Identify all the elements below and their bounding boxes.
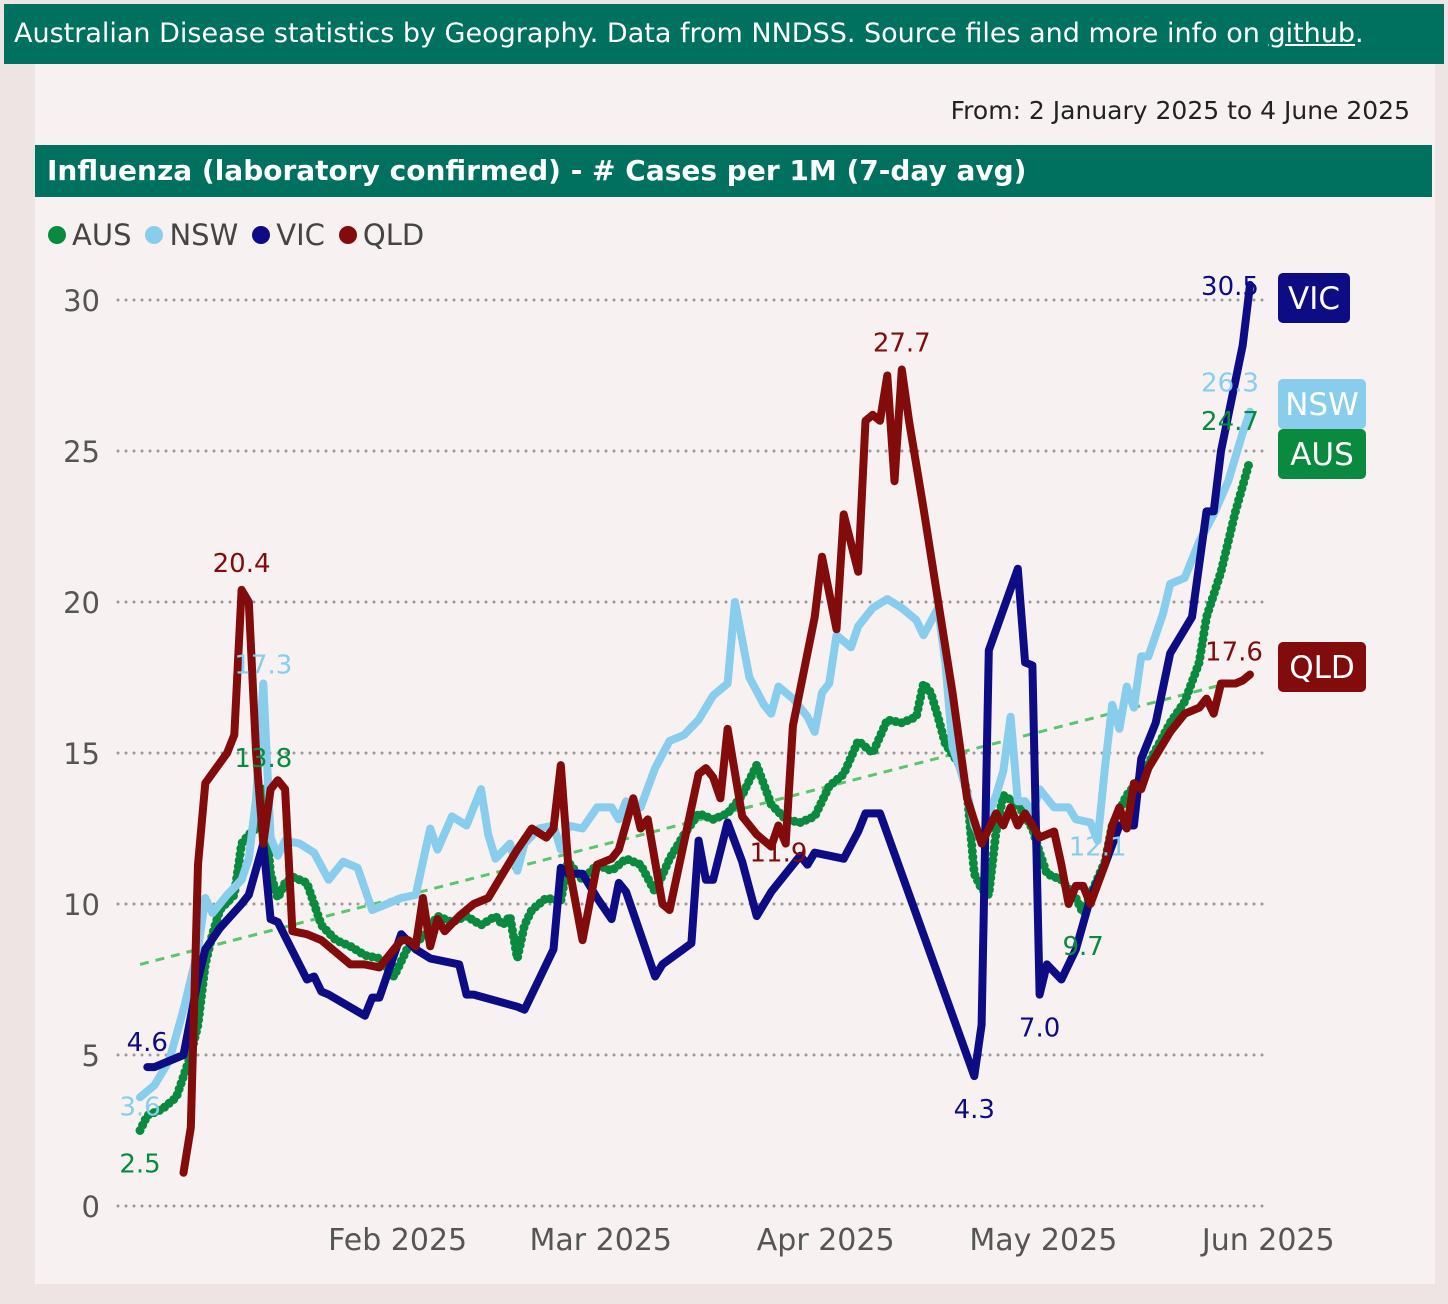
data-label-vic: 7.0 <box>1019 1014 1060 1044</box>
data-label-aus: 13.8 <box>234 744 292 774</box>
data-label-nsw: 12.1 <box>1069 833 1127 863</box>
chart-title: Influenza (laboratory confirmed) - # Cas… <box>35 145 1432 197</box>
legend-label: QLD <box>362 218 425 252</box>
page-banner: Australian Disease statistics by Geograp… <box>4 4 1444 64</box>
y-tick-label: 15 <box>63 737 100 771</box>
series-line-nsw <box>136 407 1254 1102</box>
data-label-qld: 11.9 <box>749 839 807 869</box>
data-label-aus: 9.7 <box>1062 932 1103 962</box>
data-label-qld: 17.6 <box>1205 637 1263 667</box>
legend-item-aus[interactable]: AUS <box>48 218 131 252</box>
data-label-qld: 20.4 <box>213 549 271 579</box>
series-line-qld <box>179 365 1254 1177</box>
y-tick-label: 5 <box>82 1039 100 1073</box>
y-tick-label: 0 <box>82 1190 100 1224</box>
x-tick-label: Feb 2025 <box>328 1223 467 1258</box>
data-label-aus: 2.5 <box>119 1150 160 1180</box>
y-tick-label: 20 <box>63 586 100 620</box>
end-tag-label-vic: VIC <box>1288 281 1340 317</box>
end-tag-qld <box>1278 642 1366 692</box>
legend-item-qld[interactable]: QLD <box>338 218 425 252</box>
end-tag-nsw <box>1278 379 1366 429</box>
legend-label: AUS <box>72 218 132 252</box>
series-line-vic <box>143 280 1254 1081</box>
legend-marker <box>338 226 357 244</box>
chart-legend: AUS NSW VIC QLD <box>48 215 424 255</box>
data-label-vic: 4.6 <box>127 1028 168 1058</box>
end-tag-vic <box>1278 273 1350 323</box>
data-label-aus: 24.7 <box>1201 407 1259 437</box>
end-tag-label-aus: AUS <box>1290 437 1354 473</box>
banner-period: . <box>1355 18 1364 49</box>
legend-marker <box>252 226 271 244</box>
data-label-vic: 4.3 <box>954 1095 995 1125</box>
y-tick-label: 10 <box>63 888 100 922</box>
github-link[interactable]: github <box>1268 18 1356 49</box>
data-label-vic: 30.5 <box>1201 272 1259 302</box>
y-tick-label: 30 <box>63 284 100 318</box>
date-range: From: 2 January 2025 to 4 June 2025 <box>950 96 1410 125</box>
data-label-nsw: 17.3 <box>234 651 292 681</box>
legend-item-vic[interactable]: VIC <box>252 218 325 252</box>
end-tag-label-qld: QLD <box>1289 650 1355 686</box>
end-tag-aus <box>1278 429 1366 479</box>
x-tick-label: Jun 2025 <box>1200 1223 1335 1258</box>
legend-marker <box>48 226 66 244</box>
legend-label: VIC <box>276 218 325 252</box>
y-tick-label: 25 <box>63 435 100 469</box>
legend-label: NSW <box>169 218 239 252</box>
data-label-nsw: 26.3 <box>1201 369 1259 399</box>
legend-marker <box>145 226 164 244</box>
x-tick-label: Apr 2025 <box>757 1223 895 1258</box>
legend-item-nsw[interactable]: NSW <box>145 218 238 252</box>
data-label-qld: 27.7 <box>873 328 931 358</box>
chart-card <box>35 64 1435 1284</box>
x-tick-label: Mar 2025 <box>530 1223 673 1258</box>
banner-text: Australian Disease statistics by Geograp… <box>14 18 1269 49</box>
data-label-nsw: 3.6 <box>119 1092 160 1122</box>
end-tag-label-nsw: NSW <box>1285 387 1359 423</box>
x-tick-label: May 2025 <box>969 1223 1117 1258</box>
